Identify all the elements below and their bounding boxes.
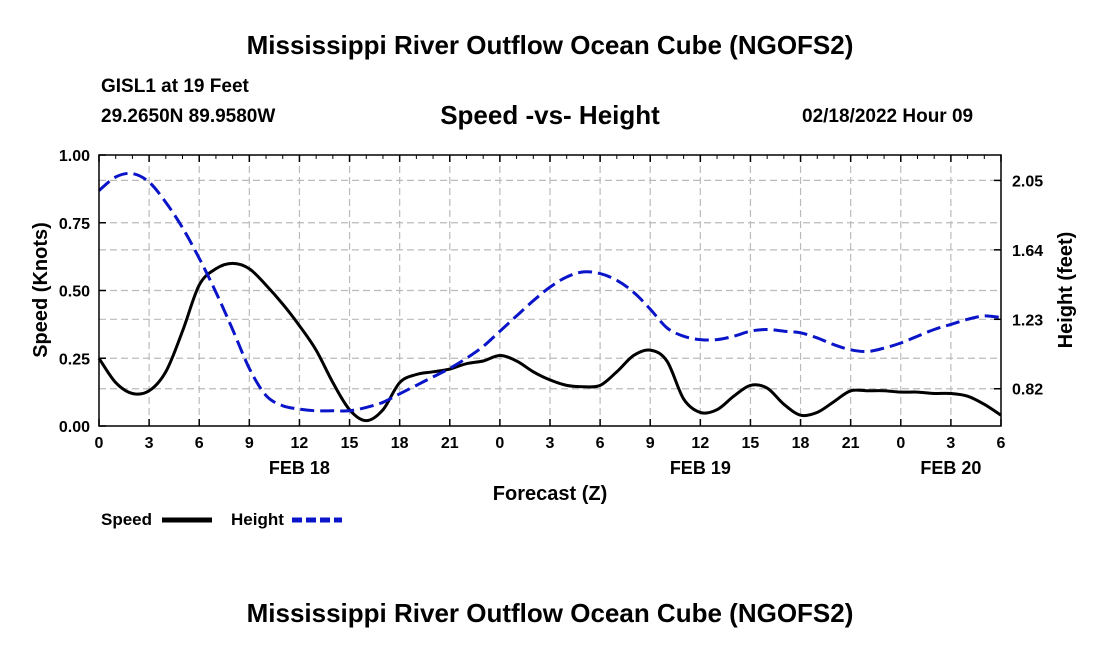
date-label: FEB 18 (269, 458, 330, 478)
x-tick-label: 3 (546, 435, 555, 452)
x-tick-label: 0 (495, 435, 504, 452)
y-tick-label: 0.50 (59, 284, 90, 301)
y2-tick-label: 1.23 (1012, 312, 1043, 329)
height-series-line (98, 171, 1002, 413)
x-tick-label: 9 (245, 435, 254, 452)
forecast-datetime: 02/18/2022 Hour 09 (802, 106, 974, 127)
y-tick-label: 0.25 (59, 351, 90, 368)
station-coordinates: 29.2650N 89.9580W (101, 106, 276, 127)
x-tick-label: 3 (946, 435, 955, 452)
x-tick-label: 0 (95, 435, 104, 452)
x-tick-label: 21 (842, 435, 860, 452)
legend: Speed Height (101, 510, 342, 529)
chart-title: Mississippi River Outflow Ocean Cube (NG… (246, 30, 854, 60)
x-tick-label: 6 (997, 435, 1006, 452)
x-tick-label: 12 (691, 435, 709, 452)
x-tick-label: 6 (596, 435, 605, 452)
date-label: FEB 20 (920, 458, 981, 478)
station-label: GISL1 at 19 Feet (101, 76, 249, 97)
y2-axis-label: Height (feet) (1055, 232, 1077, 349)
x-tick-label: 9 (646, 435, 655, 452)
x-tick-label: 18 (391, 435, 409, 452)
y-tick-label: 0.00 (59, 419, 90, 436)
y-axis-label: Speed (Knots) (30, 222, 52, 358)
x-axis-label: Forecast (Z) (493, 483, 607, 505)
x-tick-label: 21 (441, 435, 459, 452)
series-layer (97, 171, 1002, 423)
x-tick-label: 0 (896, 435, 905, 452)
speed-series-line (97, 261, 1002, 423)
x-tick-label: 15 (742, 435, 760, 452)
tick-layer: 0 3 6 9 12 15 18 21 0 3 6 9 12 15 18 21 0 3 6 FEB 18 FEB 19 F… (59, 148, 1043, 478)
legend-speed-label: Speed (101, 510, 152, 529)
chart-subtitle: Speed -vs- Height (440, 100, 660, 130)
y2-tick-label: 0.82 (1012, 382, 1043, 399)
x-tick-label: 15 (341, 435, 359, 452)
y2-tick-label: 1.64 (1012, 243, 1043, 260)
grid-layer (99, 155, 1001, 426)
legend-height-label: Height (231, 510, 284, 529)
x-tick-label: 3 (145, 435, 154, 452)
x-tick-label: 12 (291, 435, 309, 452)
y-tick-label: 1.00 (59, 148, 90, 165)
y-tick-label: 0.75 (59, 216, 90, 233)
x-tick-label: 18 (792, 435, 810, 452)
y2-tick-label: 2.05 (1012, 173, 1043, 190)
x-tick-label: 6 (195, 435, 204, 452)
footer-title: Mississippi River Outflow Ocean Cube (NG… (246, 598, 854, 628)
date-label: FEB 19 (670, 458, 731, 478)
